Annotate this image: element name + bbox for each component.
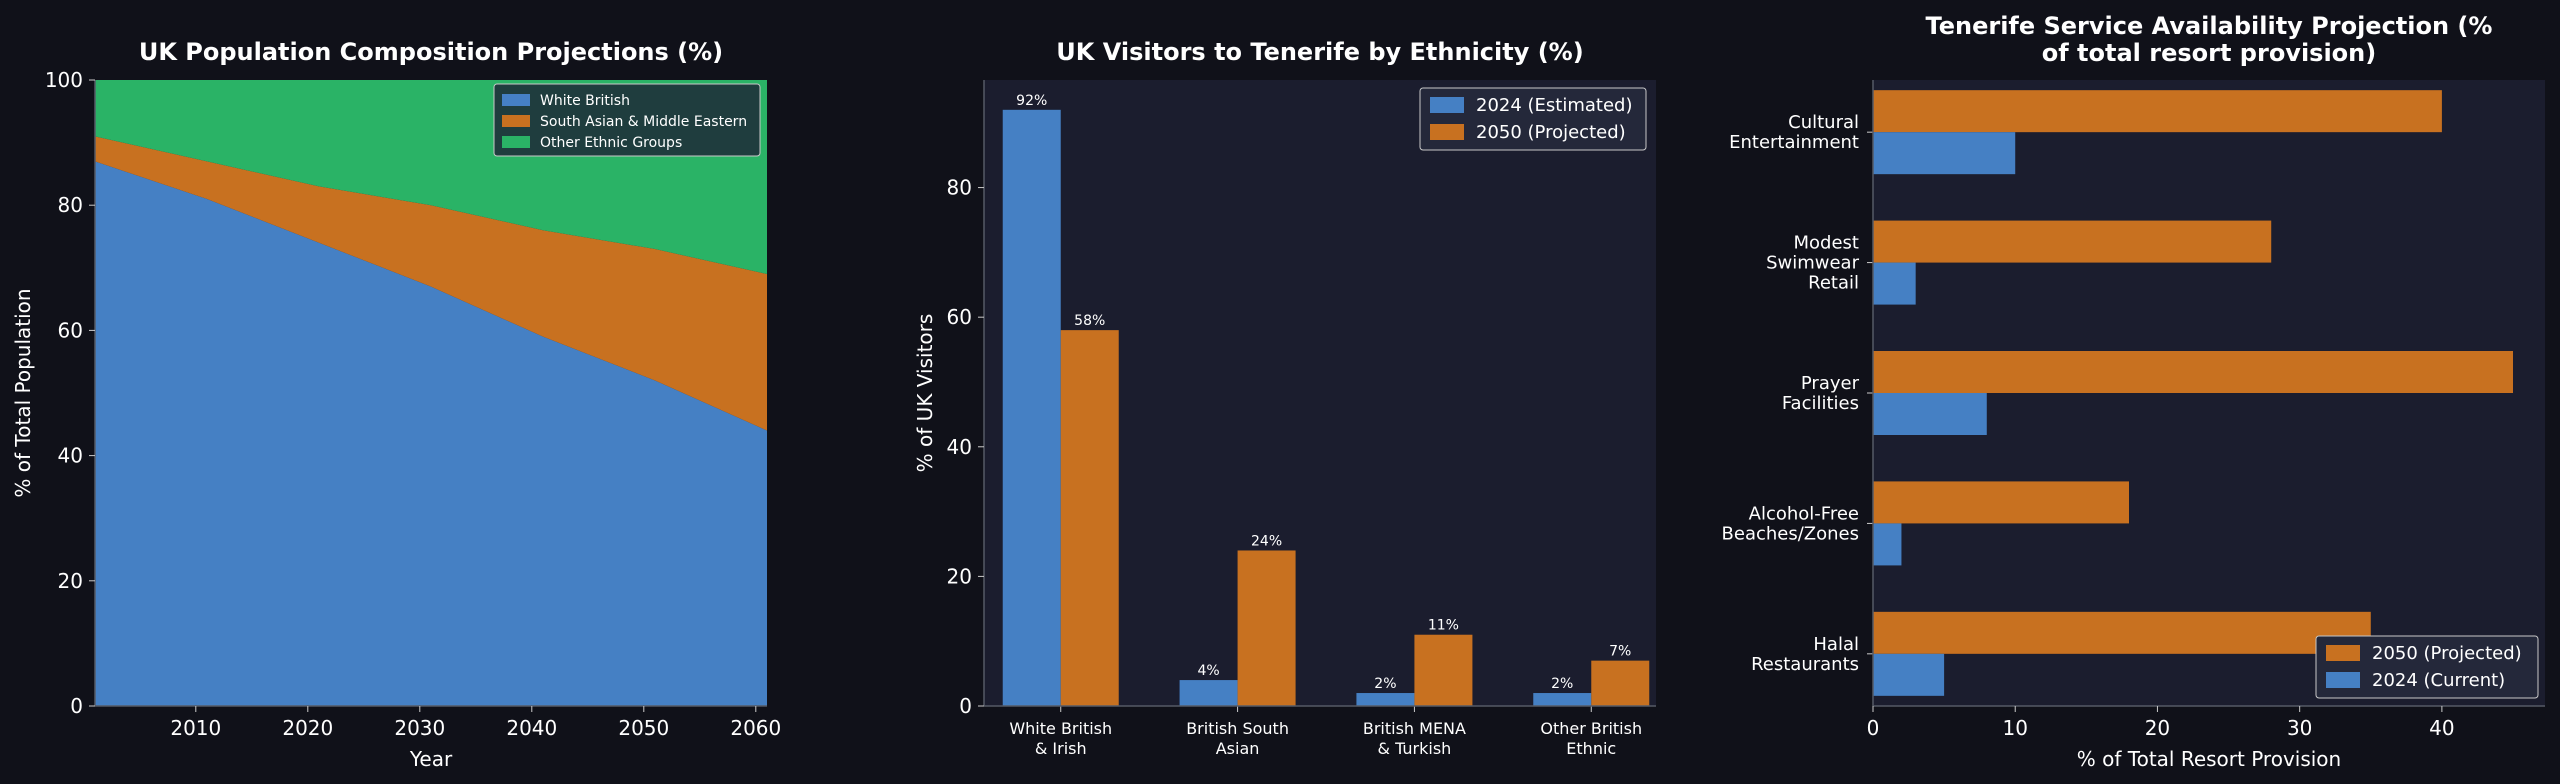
legend-box bbox=[1419, 87, 1647, 151]
y-tick-label: Alcohol-Free Beaches/Zones bbox=[1722, 503, 1859, 544]
legend-label: White British bbox=[540, 93, 630, 109]
visitors-by-ethnicity-chart: 92% 58% White British & Irish 4% 24% British S… bbox=[913, 38, 1656, 758]
legend-swatch bbox=[2326, 645, 2360, 661]
data-label: 92% bbox=[1016, 93, 1047, 109]
legend-swatch bbox=[2326, 672, 2360, 688]
y-tick-label: 20 bbox=[947, 564, 972, 588]
y-axis-label: % of Total Population bbox=[11, 288, 35, 497]
x-tick-label: 2040 bbox=[506, 716, 557, 740]
y-tick-label: 0 bbox=[70, 694, 83, 718]
bar-2024 bbox=[1356, 693, 1415, 706]
x-tick-label: 30 bbox=[2287, 716, 2312, 740]
legend-label: 2024 (Estimated) bbox=[1476, 95, 1633, 116]
legend-box bbox=[2315, 635, 2539, 699]
legend-label: 2050 (Projected) bbox=[2372, 643, 2522, 664]
bar-2050 bbox=[1591, 660, 1650, 706]
bar-2050 bbox=[1873, 90, 2442, 133]
y-tick-label: 60 bbox=[947, 305, 972, 329]
data-label: 58% bbox=[1074, 313, 1105, 329]
bar-2024 bbox=[1533, 693, 1592, 706]
data-label: 24% bbox=[1251, 533, 1282, 549]
x-axis-label: % of Total Resort Provision bbox=[2077, 747, 2341, 771]
x-tick-label: 40 bbox=[2429, 716, 2454, 740]
y-tick-label: 80 bbox=[947, 176, 972, 200]
y-tick-label: 40 bbox=[58, 444, 83, 468]
service-availability-chart: Cultural Entertainment Modest Swimwear Retai… bbox=[1722, 12, 2545, 771]
bar-2024 bbox=[1002, 109, 1061, 707]
legend-swatch bbox=[502, 94, 530, 106]
data-label: 2% bbox=[1374, 676, 1396, 692]
bar-2050 bbox=[1873, 220, 2272, 263]
y-tick-label: 20 bbox=[58, 569, 83, 593]
area-series-1 bbox=[95, 136, 767, 431]
data-label: 4% bbox=[1197, 663, 1219, 679]
x-tick-label: 20 bbox=[2145, 716, 2170, 740]
legend-box bbox=[493, 83, 761, 157]
legend-label: 2024 (Current) bbox=[2372, 670, 2505, 691]
bar-2050 bbox=[1414, 634, 1473, 706]
bar-2024 bbox=[1873, 653, 1945, 696]
y-tick-label: Cultural Entertainment bbox=[1729, 112, 1859, 153]
x-tick-label: 2030 bbox=[394, 716, 445, 740]
x-tick-label: British MENA & Turkish bbox=[1363, 719, 1466, 758]
y-tick-label: 80 bbox=[58, 193, 83, 217]
x-tick-label: 2020 bbox=[282, 716, 333, 740]
data-label: 11% bbox=[1428, 618, 1459, 634]
chart-title: Tenerife Service Availability Projection… bbox=[1926, 12, 2493, 67]
bar-2050 bbox=[1873, 351, 2513, 393]
y-tick-label: Modest Swimwear Retail bbox=[1766, 233, 1860, 294]
legend-label: South Asian & Middle Eastern bbox=[540, 114, 747, 130]
chart-title: UK Visitors to Tenerife by Ethnicity (%) bbox=[1056, 38, 1583, 66]
data-label: 7% bbox=[1609, 644, 1631, 660]
legend-swatch bbox=[502, 136, 530, 148]
y-tick-label: 40 bbox=[947, 435, 972, 459]
bar-2024 bbox=[1873, 393, 1987, 435]
x-tick-label: 2010 bbox=[170, 716, 221, 740]
area-series-0 bbox=[95, 161, 767, 706]
legend-label: 2050 (Projected) bbox=[1476, 122, 1626, 143]
y-tick-label: 60 bbox=[58, 318, 83, 342]
bar-2050 bbox=[1237, 550, 1296, 706]
bar-2024 bbox=[1179, 680, 1238, 706]
bar-2024 bbox=[1873, 262, 1916, 305]
y-tick-label: Prayer Facilities bbox=[1782, 373, 1860, 414]
x-axis-label: Year bbox=[409, 747, 453, 771]
legend-swatch bbox=[1430, 97, 1464, 113]
bar-2024 bbox=[1873, 523, 1902, 566]
y-tick-label: 100 bbox=[45, 68, 83, 92]
bar-2050 bbox=[1873, 481, 2129, 524]
data-label: 2% bbox=[1551, 676, 1573, 692]
legend-label: Other Ethnic Groups bbox=[540, 135, 682, 151]
legend-swatch bbox=[502, 115, 530, 127]
x-tick-label: 0 bbox=[1867, 716, 1880, 740]
x-tick-label: British South Asian bbox=[1186, 719, 1289, 758]
y-axis-label: % of UK Visitors bbox=[913, 314, 937, 473]
x-tick-label: 10 bbox=[2002, 716, 2027, 740]
x-tick-label: White British & Irish bbox=[1009, 719, 1112, 758]
legend-swatch bbox=[1430, 124, 1464, 140]
y-tick-label: 0 bbox=[959, 694, 972, 718]
x-tick-label: 2050 bbox=[618, 716, 669, 740]
x-tick-label: Other British Ethnic bbox=[1540, 719, 1642, 758]
bar-2050 bbox=[1873, 611, 2371, 654]
y-tick-label: Halal Restaurants bbox=[1751, 634, 1859, 675]
chart-title: UK Population Composition Projections (%… bbox=[139, 38, 723, 66]
bar-2024 bbox=[1873, 132, 2016, 175]
x-tick-label: 2060 bbox=[730, 716, 781, 740]
bar-2050 bbox=[1060, 330, 1119, 706]
